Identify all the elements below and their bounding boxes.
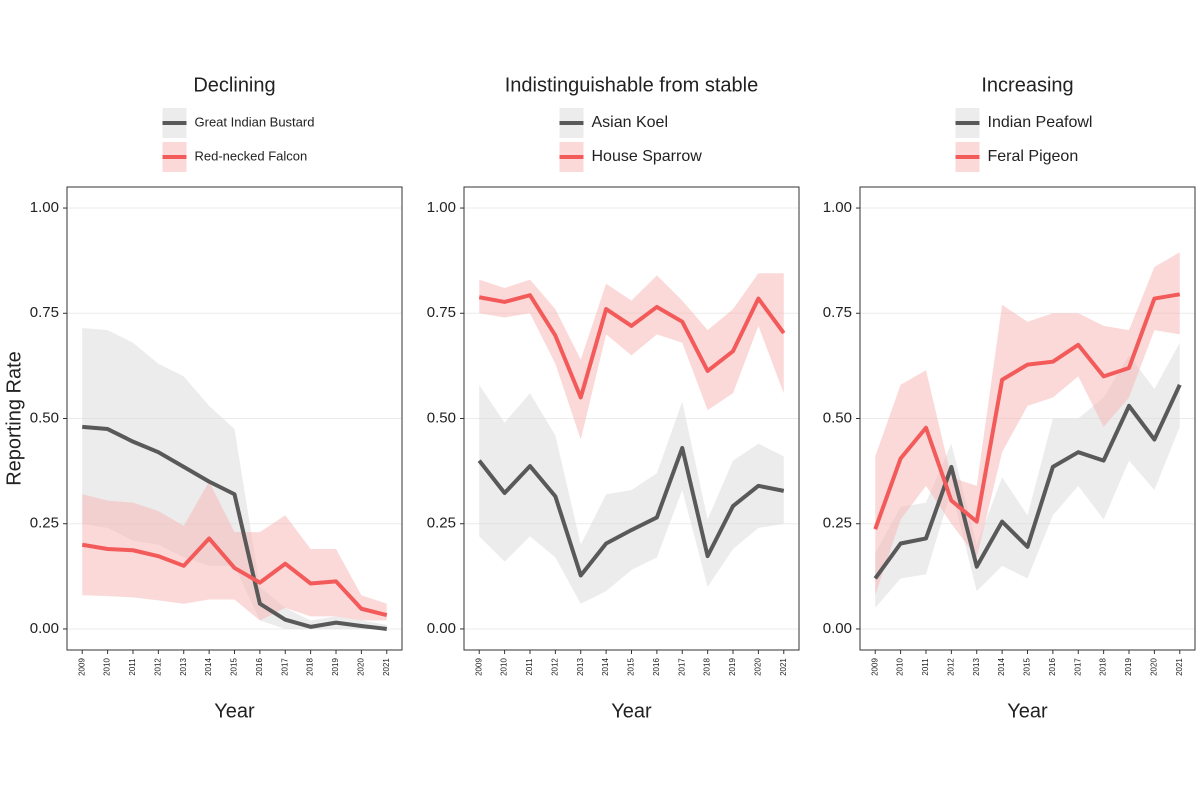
x-axis-label: Year [611,700,652,722]
confidence-band [82,328,387,629]
x-tick-label: 2011 [921,658,930,676]
x-tick-label: 2018 [306,658,315,676]
x-tick-label: 2016 [1048,658,1057,676]
legend-label: Feral Pigeon [988,148,1079,165]
x-tick-label: 2009 [870,658,879,676]
x-tick-label: 2012 [153,658,162,676]
x-tick-label: 2015 [627,658,636,676]
x-tick-label: 2011 [128,658,137,676]
y-tick-label: 0.25 [823,515,852,532]
y-tick-label: 0.50 [30,409,59,426]
x-tick-label: 2021 [382,658,391,676]
y-tick-label: 0.50 [427,409,456,426]
series-line [477,445,785,578]
x-tick-label: 2010 [103,658,112,676]
confidence-band [479,273,784,440]
panel-title: Increasing [981,74,1073,96]
x-tick-label: 2015 [230,658,239,676]
legend-label: Red-necked Falcon [195,148,308,163]
panel-title: Indistinguishable from stable [505,74,758,96]
y-tick-label: 0.50 [823,409,852,426]
x-axis-label: Year [1007,700,1048,722]
y-tick-label: 1.00 [30,199,59,216]
y-tick-label: 0.00 [823,620,852,637]
y-tick-label: 0.00 [30,620,59,637]
series-line [82,424,388,631]
x-tick-label: 2010 [896,658,905,676]
legend-label: Great Indian Bustard [195,114,315,129]
x-axis-label: Year [214,700,255,722]
plot-frame [66,186,403,651]
x-tick-label: 2019 [1124,658,1133,676]
x-tick-label: 2013 [576,658,585,676]
y-tick-label: 0.00 [427,620,456,637]
x-tick-label: 2011 [525,658,534,676]
series-line [81,536,388,618]
confidence-band [875,252,1180,596]
x-tick-label: 2017 [280,658,289,676]
x-tick-label: 2021 [1175,658,1184,676]
y-tick-label: 0.25 [30,515,59,532]
x-tick-label: 2013 [179,658,188,676]
series-line [873,383,1182,580]
y-tick-label: 0.75 [823,304,852,321]
y-tick-label: 1.00 [823,199,852,216]
x-tick-label: 2018 [703,658,712,676]
x-tick-label: 2020 [1150,658,1159,676]
x-tick-label: 2016 [255,658,264,676]
series-line [873,292,1181,530]
panel-title: Declining [193,74,275,96]
x-tick-label: 2020 [357,658,366,676]
legend-label: Indian Peafowl [988,114,1093,131]
x-tick-label: 2010 [500,658,509,676]
confidence-band [82,481,387,621]
plot-frame [859,186,1196,651]
y-tick-label: 1.00 [427,199,456,216]
x-tick-label: 2013 [972,658,981,676]
x-tick-label: 2014 [601,658,610,676]
x-tick-label: 2009 [77,658,86,676]
x-tick-label: 2019 [331,658,340,676]
x-tick-label: 2012 [550,658,559,676]
y-tick-label: 0.25 [427,515,456,532]
y-tick-label: 0.75 [30,304,59,321]
x-tick-label: 2016 [652,658,661,676]
series-line [478,293,786,400]
y-axis-label: Reporting Rate [3,351,25,486]
x-tick-label: 2021 [779,658,788,676]
x-tick-label: 2012 [946,658,955,676]
legend-label: Asian Koel [592,114,669,131]
x-tick-label: 2014 [204,658,213,676]
x-tick-label: 2020 [754,658,763,676]
legend-label: House Sparrow [592,148,703,165]
x-tick-label: 2014 [997,658,1006,676]
x-tick-label: 2009 [474,658,483,676]
plot-frame [463,186,800,651]
x-tick-label: 2018 [1099,658,1108,676]
y-tick-label: 0.75 [427,304,456,321]
x-tick-label: 2017 [677,658,686,676]
x-tick-label: 2017 [1073,658,1082,676]
x-tick-label: 2015 [1023,658,1032,676]
x-tick-label: 2019 [728,658,737,676]
